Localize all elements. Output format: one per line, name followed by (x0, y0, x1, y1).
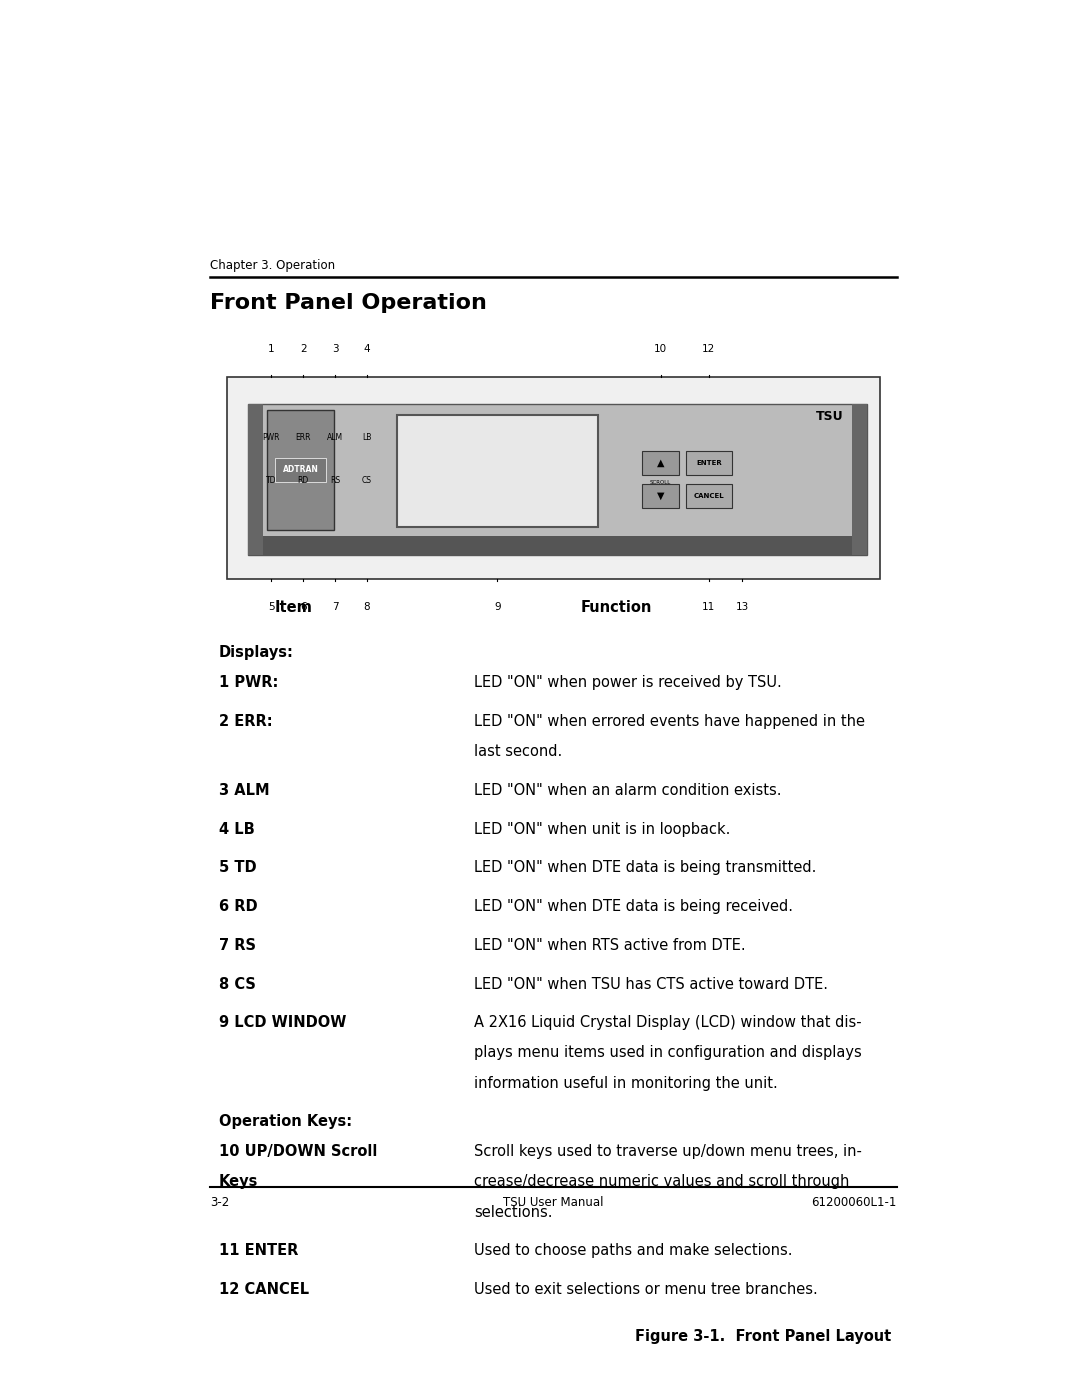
Text: Used to choose paths and make selections.: Used to choose paths and make selections… (474, 1243, 793, 1259)
Text: RD: RD (298, 476, 309, 485)
Text: information useful in monitoring the unit.: information useful in monitoring the uni… (474, 1076, 778, 1091)
FancyBboxPatch shape (248, 404, 264, 555)
Text: crease/decrease numeric values and scroll through: crease/decrease numeric values and scrol… (474, 1175, 849, 1189)
Text: Operation Keys:: Operation Keys: (218, 1115, 352, 1129)
Text: 7: 7 (332, 602, 338, 612)
Text: LED "ON" when DTE data is being transmitted.: LED "ON" when DTE data is being transmit… (474, 861, 816, 876)
Text: TSU: TSU (816, 409, 843, 423)
Text: 1 PWR:: 1 PWR: (218, 675, 278, 690)
Text: ERR: ERR (296, 433, 311, 441)
Text: 3: 3 (332, 344, 338, 353)
Text: 6: 6 (300, 602, 307, 612)
FancyBboxPatch shape (643, 451, 679, 475)
Text: 3-2: 3-2 (211, 1196, 230, 1208)
FancyBboxPatch shape (397, 415, 598, 527)
Text: SCROLL: SCROLL (650, 479, 672, 485)
Text: 11 ENTER: 11 ENTER (218, 1243, 298, 1259)
Text: Keys: Keys (218, 1175, 258, 1189)
Text: LED "ON" when an alarm condition exists.: LED "ON" when an alarm condition exists. (474, 782, 782, 798)
Text: 5: 5 (268, 602, 274, 612)
Text: 5 TD: 5 TD (218, 861, 256, 876)
Text: 8: 8 (364, 602, 370, 612)
Text: 4: 4 (364, 344, 370, 353)
Text: 13: 13 (735, 602, 748, 612)
Text: Figure 3-1.  Front Panel Layout: Figure 3-1. Front Panel Layout (635, 1330, 891, 1344)
Text: Displays:: Displays: (218, 645, 294, 661)
Text: Item: Item (275, 601, 313, 615)
FancyBboxPatch shape (248, 535, 867, 555)
Text: TD: TD (266, 476, 276, 485)
Text: 61200060L1-1: 61200060L1-1 (811, 1196, 896, 1208)
FancyBboxPatch shape (686, 451, 732, 475)
Text: plays menu items used in configuration and displays: plays menu items used in configuration a… (474, 1045, 862, 1060)
Text: A 2X16 Liquid Crystal Display (LCD) window that dis-: A 2X16 Liquid Crystal Display (LCD) wind… (474, 1016, 862, 1030)
FancyBboxPatch shape (852, 404, 867, 555)
Text: 4 LB: 4 LB (218, 821, 255, 837)
Text: LED "ON" when RTS active from DTE.: LED "ON" when RTS active from DTE. (474, 937, 745, 953)
Text: CS: CS (362, 476, 372, 485)
Text: ▼: ▼ (657, 492, 664, 502)
Text: Scroll keys used to traverse up/down menu trees, in-: Scroll keys used to traverse up/down men… (474, 1144, 862, 1160)
Text: LB: LB (362, 433, 372, 441)
FancyBboxPatch shape (227, 377, 880, 578)
Text: 12 CANCEL: 12 CANCEL (218, 1282, 309, 1296)
Text: 7 RS: 7 RS (218, 937, 256, 953)
Text: 2 ERR:: 2 ERR: (218, 714, 272, 729)
FancyBboxPatch shape (643, 485, 679, 509)
Text: Function: Function (581, 601, 652, 615)
Text: Used to exit selections or menu tree branches.: Used to exit selections or menu tree bra… (474, 1282, 818, 1296)
Text: 3 ALM: 3 ALM (218, 782, 269, 798)
Text: Chapter 3. Operation: Chapter 3. Operation (211, 258, 336, 272)
FancyBboxPatch shape (267, 409, 334, 529)
Text: TSU User Manual: TSU User Manual (503, 1196, 604, 1208)
Text: 12: 12 (702, 344, 715, 353)
Text: 9 LCD WINDOW: 9 LCD WINDOW (218, 1016, 346, 1030)
Text: 11: 11 (702, 602, 715, 612)
Text: 2: 2 (300, 344, 307, 353)
Text: 6 RD: 6 RD (218, 900, 257, 914)
Text: LED "ON" when DTE data is being received.: LED "ON" when DTE data is being received… (474, 900, 793, 914)
Text: 10 UP/DOWN Scroll: 10 UP/DOWN Scroll (218, 1144, 377, 1160)
Text: LED "ON" when power is received by TSU.: LED "ON" when power is received by TSU. (474, 675, 782, 690)
Text: ENTER: ENTER (696, 460, 721, 467)
Text: selections.: selections. (474, 1204, 553, 1220)
FancyBboxPatch shape (248, 404, 867, 555)
Text: 9: 9 (495, 602, 501, 612)
Text: ▲: ▲ (657, 458, 664, 468)
Text: RS: RS (330, 476, 340, 485)
Text: ADTRAN: ADTRAN (283, 465, 319, 475)
Text: 1: 1 (268, 344, 274, 353)
Text: last second.: last second. (474, 745, 563, 759)
FancyBboxPatch shape (686, 485, 732, 509)
Text: LED "ON" when TSU has CTS active toward DTE.: LED "ON" when TSU has CTS active toward … (474, 977, 828, 992)
Text: Front Panel Operation: Front Panel Operation (211, 293, 487, 313)
Text: 8 CS: 8 CS (218, 977, 256, 992)
Text: ALM: ALM (327, 433, 343, 441)
Text: 10: 10 (654, 344, 667, 353)
Text: CANCEL: CANCEL (693, 493, 724, 499)
Text: LED "ON" when errored events have happened in the: LED "ON" when errored events have happen… (474, 714, 865, 729)
Text: LED "ON" when unit is in loopback.: LED "ON" when unit is in loopback. (474, 821, 730, 837)
Text: PWR: PWR (262, 433, 280, 441)
